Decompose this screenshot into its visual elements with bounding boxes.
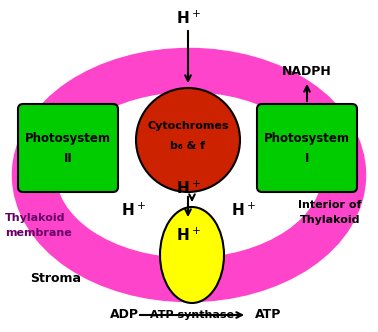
Text: Interior of: Interior of xyxy=(298,200,362,210)
Text: H$^+$: H$^+$ xyxy=(176,179,200,197)
Text: NADPH: NADPH xyxy=(282,64,332,77)
FancyBboxPatch shape xyxy=(18,104,118,192)
Text: ATP synthase: ATP synthase xyxy=(150,310,234,320)
Text: H$^+$: H$^+$ xyxy=(231,201,256,219)
Text: II: II xyxy=(64,151,72,164)
Text: ADP: ADP xyxy=(110,308,138,321)
FancyBboxPatch shape xyxy=(257,104,357,192)
Text: Photosystem: Photosystem xyxy=(25,131,111,144)
Text: H$^+$: H$^+$ xyxy=(121,201,146,219)
Text: b₆ & f: b₆ & f xyxy=(170,141,206,151)
Text: Stroma: Stroma xyxy=(30,272,81,285)
Text: membrane: membrane xyxy=(5,228,72,238)
Text: Thylakoid: Thylakoid xyxy=(5,213,65,223)
Text: Cytochromes: Cytochromes xyxy=(147,121,229,131)
Text: Photosystem: Photosystem xyxy=(264,131,350,144)
Ellipse shape xyxy=(160,207,224,303)
Text: H$^+$: H$^+$ xyxy=(176,9,200,27)
Text: ATP: ATP xyxy=(255,308,281,321)
Text: I: I xyxy=(305,151,309,164)
Circle shape xyxy=(136,88,240,192)
Text: Thylakoid: Thylakoid xyxy=(300,215,360,225)
Text: H$^+$: H$^+$ xyxy=(176,226,200,244)
